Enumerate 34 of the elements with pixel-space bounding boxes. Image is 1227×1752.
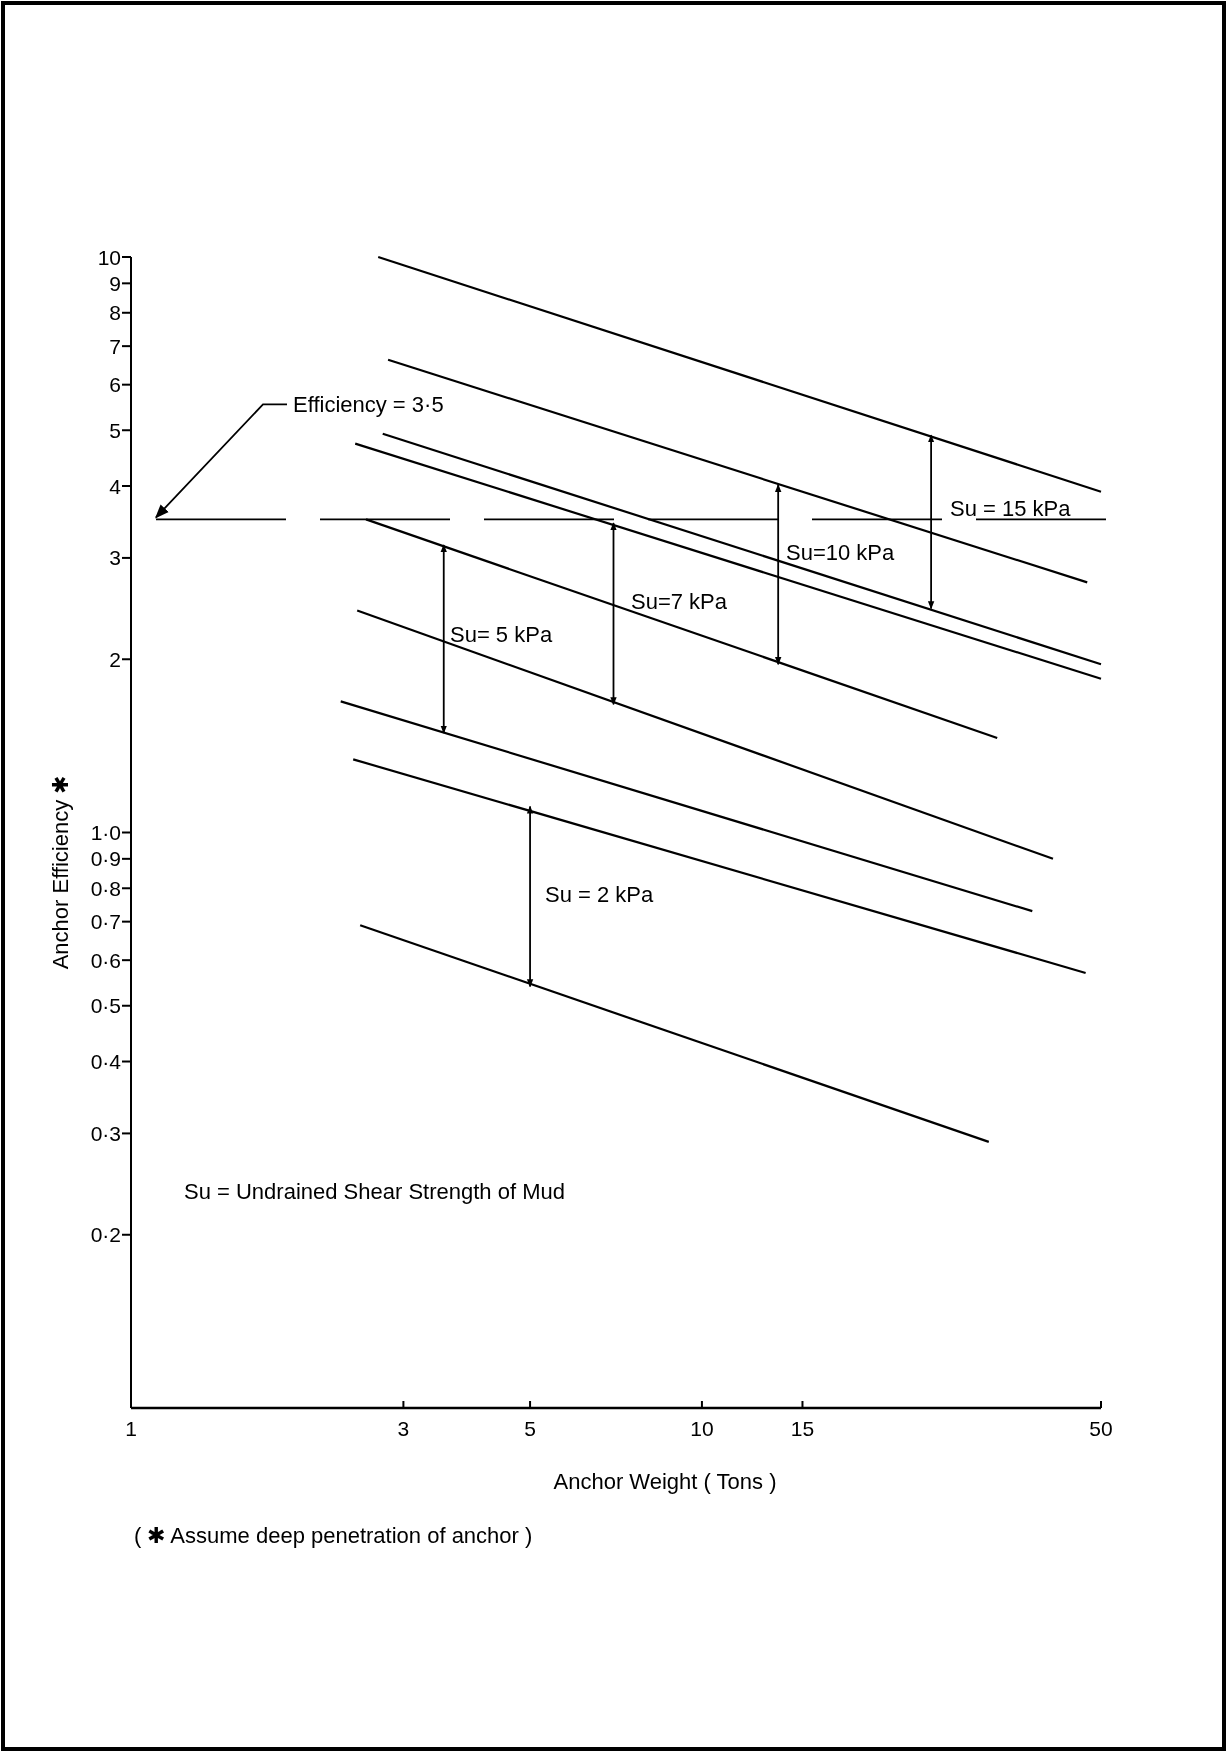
y-tick-label: 2 — [109, 647, 121, 671]
x-axis-title: Anchor Weight ( Tons ) — [553, 1469, 777, 1494]
annotation: Su = 2 kPa — [545, 881, 654, 907]
ref-line-label: Efficiency = 3·5 — [293, 391, 444, 417]
y-tick-label: 6 — [109, 373, 121, 397]
annotation: Su = Undrained Shear Strength of Mud — [184, 1178, 565, 1204]
y-tick-label: 9 — [109, 271, 121, 295]
annotation: Su=7 kPa — [631, 588, 728, 614]
y-tick-label: 0·2 — [90, 1223, 121, 1247]
text: ( ✱ Assume deep penetration of anchor ) — [134, 1522, 533, 1548]
x-tick-label: 5 — [524, 1417, 536, 1440]
y-tick-label: 3 — [109, 546, 121, 570]
x-tick-label: 1 — [125, 1417, 137, 1440]
y-tick-label: 0·7 — [90, 910, 121, 934]
y-tick-label: 0·8 — [90, 876, 121, 900]
y-tick-label: 0·3 — [90, 1121, 121, 1145]
annotation: Su = 15 kPa — [950, 495, 1072, 521]
x-tick-label: 15 — [790, 1417, 815, 1440]
annotation: Su=10 kPa — [786, 539, 896, 565]
y-tick-label: 0·9 — [90, 847, 121, 871]
y-tick-label: 1·0 — [90, 821, 121, 844]
y-tick-label: 0·6 — [90, 948, 121, 972]
y-tick-label: 5 — [109, 418, 121, 442]
y-tick-label: 0·4 — [90, 1050, 122, 1074]
y-axis-title: Anchor Efficiency ✱ — [48, 775, 73, 970]
y-tick-label: 4 — [109, 474, 122, 498]
y-tick-label: 7 — [109, 334, 121, 358]
annotation: Su= 5 kPa — [450, 621, 553, 647]
y-tick-label: 0·5 — [90, 994, 121, 1018]
x-tick-label: 10 — [690, 1417, 714, 1440]
y-tick-label: 10 — [97, 245, 121, 269]
x-tick-label: 50 — [1089, 1417, 1113, 1440]
y-tick-label: 8 — [109, 301, 121, 325]
x-tick-label: 3 — [397, 1417, 410, 1440]
